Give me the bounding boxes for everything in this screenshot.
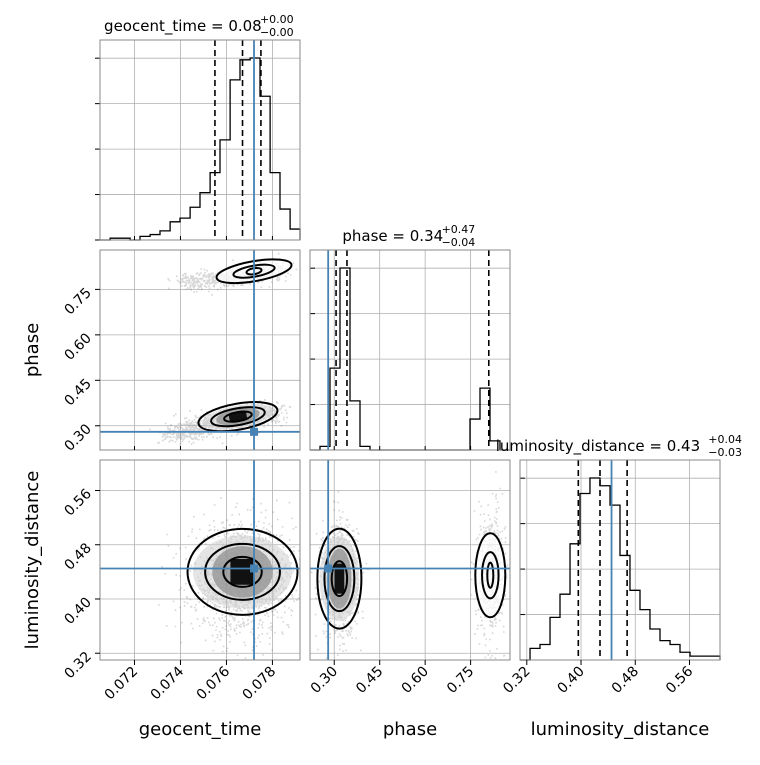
contour-mid [232,263,276,279]
panel-frame [99,249,301,451]
contour-outer [186,527,299,616]
contour-inner [330,560,349,598]
xtick-label-phase: 0.45 [353,664,386,697]
contour-outer [316,527,363,630]
cluster-high-phase [474,532,507,619]
title-sub: −0.03 [708,446,742,459]
xtick-label-phase: 0.60 [399,664,432,697]
density-light [475,533,506,618]
xtick-label-luminosity_distance: 0.56 [663,663,696,696]
xtick-label-geocent_time: 0.078 [240,664,280,704]
cluster-low-phase [197,401,279,433]
ytick-label-phase: 0.75 [61,285,94,318]
ytick-label-phase: 0.60 [61,330,94,363]
histogram-panel-luminosity_distance: luminosity_distance = 0.43 +0.04−0.03 [496,433,742,661]
truth-marker [324,564,333,573]
panel-frame [99,39,301,241]
ytick-label-phase: 0.30 [61,421,94,454]
histogram-panel-geocent_time: geocent_time = 0.08+0.00−0.00 [95,13,301,241]
panel-frame [309,459,511,661]
title-sup: +0.00 [260,13,294,26]
contour-mid [204,542,281,601]
xtick-label-geocent_time: 0.074 [148,663,188,703]
contour-outer [215,258,293,285]
scatter-panel-phase-luminosity_distance [309,459,511,661]
panel-title-phase: phase = 0.34+0.47−0.04 [342,223,475,249]
xtick-label-phase: 0.75 [444,664,477,697]
truth-marker [250,427,259,436]
title-sub: −0.00 [260,26,294,39]
histogram-panel-phase: phase = 0.34+0.47−0.04 [309,223,511,451]
title-text: luminosity_distance = 0.43 [496,437,700,456]
xtick-label-geocent_time: 0.072 [102,664,142,704]
xaxis-label-geocent_time: geocent_time [139,719,262,740]
panel-frame [309,249,511,451]
histogram-geocent_time [100,57,301,241]
panel-frame [519,459,721,661]
contour-mid [323,545,356,613]
xaxis-label-luminosity_distance: luminosity_distance [531,719,710,740]
cluster-main [186,527,299,616]
ytick-label-luminosity_distance: 0.56 [61,486,94,519]
xtick-label-luminosity_distance: 0.40 [554,664,587,697]
xtick-label-geocent_time: 0.076 [194,663,234,703]
yaxis-label-phase: phase [22,323,43,377]
contour-inner [486,561,495,589]
ytick-label-luminosity_distance: 0.48 [61,540,94,573]
panel-content [100,250,300,450]
sample-points [149,252,298,450]
ytick-label-luminosity_distance: 0.40 [61,594,94,627]
title-sup: +0.47 [442,223,476,236]
contour-outer [197,401,279,433]
truth-marker [250,564,259,573]
panel-content [310,460,510,660]
cluster-low-phase [316,527,363,630]
contour-mid [210,406,266,428]
panel-title-geocent_time: geocent_time = 0.08+0.00−0.00 [104,13,294,39]
density-core [334,563,345,594]
scatter-panel-geocent_time-luminosity_distance [99,459,301,661]
ytick-label-phase: 0.45 [61,376,94,409]
panel-frame [99,459,301,661]
title-text: phase = 0.34 [342,227,443,245]
yaxis-label-luminosity_distance: luminosity_distance [22,471,43,650]
title-sup: +0.04 [708,433,742,446]
panel-content [100,460,300,660]
contour-outer [474,532,507,619]
scatter-panel-geocent_time-phase [99,249,301,451]
xtick-label-luminosity_distance: 0.32 [500,664,533,697]
xtick-label-luminosity_distance: 0.48 [609,664,642,697]
panel-title-luminosity_distance: luminosity_distance = 0.43 +0.04−0.03 [496,433,742,459]
title-text: geocent_time = 0.08 [104,17,262,36]
contour-inner [222,555,263,588]
xtick-label-phase: 0.30 [308,664,341,697]
xaxis-label-phase: phase [383,719,437,740]
ytick-label-luminosity_distance: 0.32 [61,649,94,682]
histogram-luminosity_distance [520,477,721,661]
title-sub: −0.04 [442,236,476,249]
contour-inner [223,410,253,423]
contour-mid [481,551,500,600]
